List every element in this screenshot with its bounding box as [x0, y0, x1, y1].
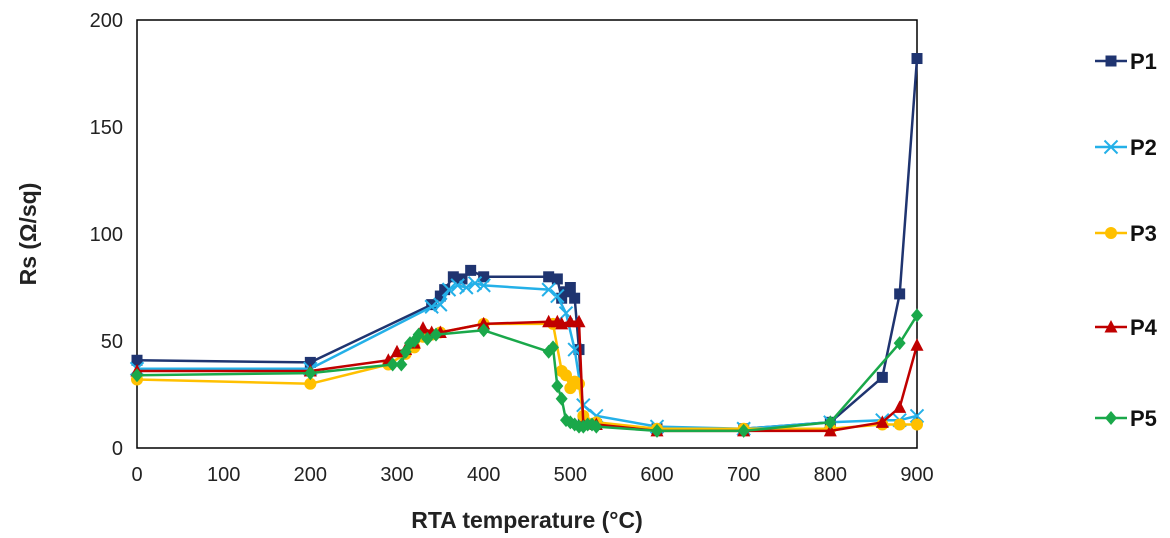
data-point — [450, 278, 465, 293]
x-tick-label: 600 — [640, 464, 673, 486]
data-point — [824, 415, 837, 430]
data-point — [564, 282, 576, 293]
x-tick-label: 700 — [727, 464, 760, 486]
x-tick-label: 400 — [467, 464, 500, 486]
data-point — [547, 340, 559, 355]
data-point — [911, 308, 923, 323]
data-point — [421, 331, 434, 346]
legend-label: P1 — [1130, 49, 1157, 74]
data-point — [823, 423, 837, 437]
legend-item-p4: P4 — [1095, 315, 1158, 340]
data-point — [477, 323, 490, 338]
data-point — [439, 284, 451, 296]
legend-item-p3: P3 — [1095, 221, 1157, 246]
data-point — [550, 288, 565, 304]
data-point — [477, 316, 491, 330]
data-point — [551, 378, 564, 393]
legend-marker — [1105, 411, 1117, 425]
data-point — [447, 271, 459, 283]
data-point — [424, 299, 439, 314]
x-axis-ticks: 0 100 200 300 400 500 600 700 800 900 — [131, 464, 933, 486]
data-point — [894, 288, 906, 300]
data-point — [893, 418, 906, 431]
data-point — [555, 391, 568, 406]
series-p5 — [131, 308, 923, 438]
legend-item-p5: P5 — [1095, 406, 1157, 431]
data-point — [434, 290, 446, 302]
data-point — [911, 418, 923, 431]
data-point — [304, 366, 317, 381]
x-tick-label: 800 — [814, 464, 847, 486]
data-point — [876, 371, 888, 383]
data-point — [304, 377, 317, 390]
legend-item-p1: P1 — [1095, 49, 1157, 74]
data-point — [910, 338, 924, 351]
x-tick-label: 500 — [554, 464, 587, 486]
data-point — [478, 271, 490, 283]
data-point — [909, 408, 925, 424]
legend-label: P2 — [1130, 135, 1157, 160]
legend-label: P4 — [1130, 315, 1158, 340]
data-point — [131, 354, 143, 366]
y-axis-label: Rs (Ω/sq) — [15, 183, 41, 286]
data-point — [560, 369, 572, 382]
data-point — [572, 314, 586, 328]
y-tick-label: 200 — [90, 10, 123, 32]
series-layer — [129, 53, 925, 438]
data-point — [573, 377, 585, 390]
data-point — [433, 297, 448, 312]
legend: P1 P2 P3 P4 P5 — [1095, 49, 1158, 431]
data-point — [737, 423, 750, 438]
data-point — [541, 282, 556, 297]
y-tick-label: 50 — [101, 331, 123, 353]
data-point — [590, 419, 603, 434]
data-point — [543, 271, 555, 283]
data-point — [911, 53, 923, 65]
plot-area — [136, 19, 918, 449]
data-point — [651, 423, 663, 438]
y-tick-label: 150 — [90, 117, 123, 139]
data-point — [465, 264, 477, 276]
data-point — [456, 273, 468, 285]
data-point — [893, 400, 907, 413]
data-point — [467, 276, 483, 291]
data-point — [441, 282, 457, 297]
x-tick-label: 100 — [207, 464, 240, 486]
x-axis-label: RTA temperature (°C) — [411, 507, 643, 533]
data-point — [386, 357, 399, 372]
data-point — [131, 368, 143, 383]
y-tick-label: 0 — [112, 438, 123, 460]
legend-label: P5 — [1130, 406, 1157, 431]
data-point — [551, 273, 563, 285]
data-point — [542, 314, 556, 328]
legend-marker — [1105, 227, 1117, 239]
x-tick-label: 300 — [380, 464, 413, 486]
data-point — [875, 415, 889, 428]
x-tick-label: 900 — [900, 464, 933, 486]
legend-label: P3 — [1130, 221, 1157, 246]
data-point — [556, 292, 568, 304]
data-point — [476, 278, 491, 293]
data-point — [563, 314, 577, 328]
y-axis-ticks: 0 50 100 150 200 — [90, 10, 123, 460]
data-point — [426, 299, 438, 311]
data-point — [304, 356, 316, 368]
y-tick-label: 100 — [90, 224, 123, 246]
data-point — [569, 292, 581, 304]
x-tick-label: 200 — [294, 464, 327, 486]
data-point — [459, 280, 474, 295]
legend-marker — [1105, 55, 1117, 67]
data-point — [412, 327, 425, 342]
legend-item-p2: P2 — [1095, 135, 1157, 160]
legend-marker — [1103, 139, 1119, 155]
data-point — [430, 327, 442, 342]
legend-marker — [1104, 320, 1118, 333]
data-point — [395, 357, 408, 372]
x-tick-label: 0 — [131, 464, 142, 486]
data-point — [893, 336, 906, 351]
